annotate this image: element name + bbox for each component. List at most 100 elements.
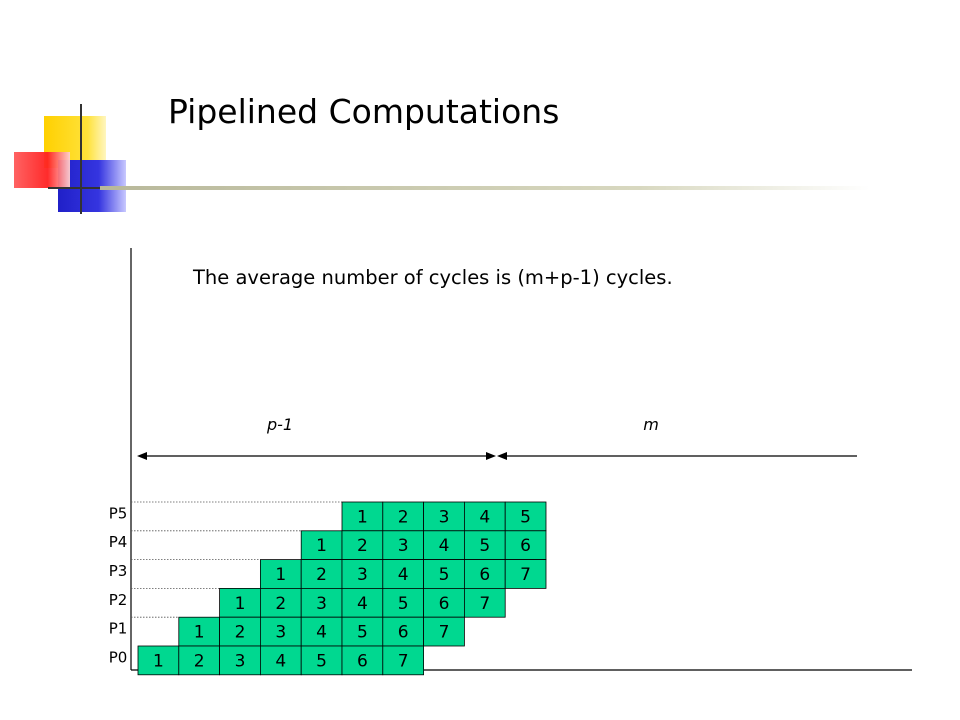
cell-box bbox=[382, 530, 424, 560]
cell-box bbox=[300, 559, 343, 589]
pipeline-row-p1: P1 1 2 3 4 5 6 7 bbox=[109, 616, 465, 647]
cell-number: 1 bbox=[194, 623, 205, 643]
cell-box bbox=[504, 530, 547, 560]
cell-number: 2 bbox=[275, 594, 286, 614]
cell-box bbox=[341, 588, 384, 618]
cell-number: 3 bbox=[275, 623, 286, 643]
pipeline-cell: 6 bbox=[341, 645, 384, 676]
cell-box bbox=[137, 645, 180, 676]
pipeline-cell: 5 bbox=[504, 501, 547, 532]
cell-number: 6 bbox=[357, 651, 368, 671]
pipeline-cell: 5 bbox=[463, 530, 506, 560]
pipeline-cell: 6 bbox=[504, 530, 547, 560]
processor-label: P0 bbox=[109, 648, 128, 666]
pipeline-cell: 4 bbox=[382, 559, 424, 589]
cell-number: 7 bbox=[479, 594, 490, 614]
pipeline-cell: 4 bbox=[341, 588, 384, 618]
pipeline-cell: 7 bbox=[463, 588, 506, 618]
pipeline-cell: 6 bbox=[463, 559, 506, 589]
cell-number: 1 bbox=[316, 536, 327, 556]
cell-number: 3 bbox=[357, 565, 368, 585]
cell-number: 2 bbox=[316, 565, 327, 585]
cell-number: 3 bbox=[316, 594, 327, 614]
slide-subtitle: The average number of cycles is (m+p-1) … bbox=[193, 266, 673, 289]
pipeline-cell: 1 bbox=[137, 645, 180, 676]
cell-box bbox=[423, 616, 465, 647]
pipeline-row-p3: P3 1 2 3 4 5 6 7 bbox=[109, 559, 547, 589]
cell-number: 5 bbox=[439, 565, 450, 585]
cell-box bbox=[382, 645, 424, 676]
processor-label: P2 bbox=[109, 591, 128, 609]
pipeline-cell: 3 bbox=[341, 559, 384, 589]
cell-box bbox=[463, 501, 506, 532]
pipeline-cell: 1 bbox=[341, 501, 384, 532]
cell-number: 3 bbox=[398, 536, 409, 556]
cell-box bbox=[219, 616, 261, 647]
pipeline-row-p0: P0 1 2 3 4 5 6 7 bbox=[109, 645, 424, 676]
title-rule bbox=[100, 186, 870, 190]
cell-number: 7 bbox=[520, 565, 531, 585]
cell-number: 4 bbox=[316, 623, 327, 643]
cell-box bbox=[382, 588, 424, 618]
pipeline-cell: 4 bbox=[463, 501, 506, 532]
pipeline-cell: 4 bbox=[259, 645, 302, 676]
cell-box bbox=[423, 588, 465, 618]
cell-number: 2 bbox=[357, 536, 368, 556]
pipeline-cell: 5 bbox=[341, 616, 384, 647]
cell-number: 3 bbox=[235, 651, 246, 671]
cell-number: 4 bbox=[357, 594, 368, 614]
cell-number: 6 bbox=[439, 594, 450, 614]
pipeline-cell: 5 bbox=[300, 645, 343, 676]
pipeline-cell: 6 bbox=[382, 616, 424, 647]
processor-label: P1 bbox=[109, 620, 128, 638]
cell-number: 4 bbox=[439, 536, 450, 556]
pipeline-row-p4: P4 1 2 3 4 5 6 bbox=[109, 530, 547, 560]
cell-box bbox=[382, 616, 424, 647]
cell-box bbox=[423, 559, 465, 589]
cell-number: 6 bbox=[398, 623, 409, 643]
span-label-m: m bbox=[643, 415, 659, 434]
cell-box bbox=[259, 559, 302, 589]
pipeline-cell: 5 bbox=[382, 588, 424, 618]
cell-box bbox=[463, 559, 506, 589]
pipeline-cell: 6 bbox=[423, 588, 465, 618]
pipeline-cell: 2 bbox=[219, 616, 261, 647]
pipeline-cell: 5 bbox=[423, 559, 465, 589]
processor-label: P4 bbox=[109, 533, 128, 551]
pipeline-cell: 2 bbox=[178, 645, 221, 676]
span-arrow-p-minus-1 bbox=[137, 452, 496, 460]
pipeline-cell: 2 bbox=[382, 501, 424, 532]
cell-number: 3 bbox=[439, 507, 450, 527]
processor-label: P5 bbox=[109, 504, 128, 522]
cell-number: 5 bbox=[479, 536, 490, 556]
cell-number: 4 bbox=[479, 507, 490, 527]
pipeline-cell: 1 bbox=[178, 616, 221, 647]
pipeline-cell: 1 bbox=[219, 588, 261, 618]
cell-box bbox=[300, 616, 343, 647]
cell-box bbox=[463, 530, 506, 560]
cell-number: 7 bbox=[398, 651, 409, 671]
pipeline-cell: 7 bbox=[504, 559, 547, 589]
pipeline-cell: 1 bbox=[259, 559, 302, 589]
pipeline-cell: 4 bbox=[300, 616, 343, 647]
cell-number: 5 bbox=[520, 507, 531, 527]
cell-box bbox=[504, 501, 547, 532]
cell-number: 6 bbox=[479, 565, 490, 585]
cell-box bbox=[341, 559, 384, 589]
pipeline-cell: 3 bbox=[423, 501, 465, 532]
cell-box bbox=[300, 530, 343, 560]
cell-number: 1 bbox=[357, 507, 368, 527]
cell-number: 1 bbox=[235, 594, 246, 614]
span-label-p-minus-1: p-1 bbox=[266, 415, 293, 434]
pipeline-cell: 3 bbox=[259, 616, 302, 647]
pipeline-cell: 2 bbox=[300, 559, 343, 589]
pipeline-row-p5: P5 1 2 3 4 5 bbox=[109, 501, 547, 532]
cell-number: 5 bbox=[398, 594, 409, 614]
cell-number: 6 bbox=[520, 536, 531, 556]
pipeline-cell: 7 bbox=[382, 645, 424, 676]
cell-box bbox=[341, 530, 384, 560]
cell-box bbox=[504, 559, 547, 589]
pipeline-row-p2: P2 1 2 3 4 5 6 7 bbox=[109, 588, 506, 618]
